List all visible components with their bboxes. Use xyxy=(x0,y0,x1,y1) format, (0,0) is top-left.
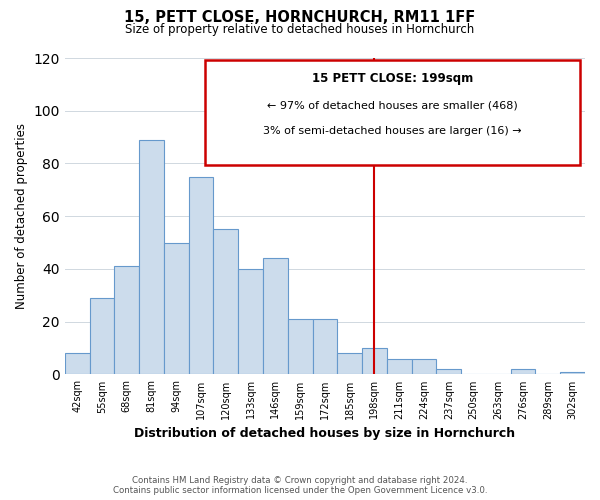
Y-axis label: Number of detached properties: Number of detached properties xyxy=(15,123,28,309)
Text: 3% of semi-detached houses are larger (16) →: 3% of semi-detached houses are larger (1… xyxy=(263,126,522,136)
Bar xyxy=(511,369,535,374)
Bar xyxy=(65,354,89,374)
Bar xyxy=(214,230,238,374)
Bar xyxy=(288,319,313,374)
X-axis label: Distribution of detached houses by size in Hornchurch: Distribution of detached houses by size … xyxy=(134,427,515,440)
Bar xyxy=(387,358,412,374)
Bar xyxy=(560,372,585,374)
Bar xyxy=(436,369,461,374)
Text: Size of property relative to detached houses in Hornchurch: Size of property relative to detached ho… xyxy=(125,22,475,36)
Bar xyxy=(164,242,188,374)
Bar xyxy=(115,266,139,374)
Bar xyxy=(238,269,263,374)
Bar xyxy=(89,298,115,374)
Bar xyxy=(263,258,288,374)
Bar xyxy=(412,358,436,374)
Bar xyxy=(188,176,214,374)
Bar xyxy=(139,140,164,374)
Bar xyxy=(337,354,362,374)
Text: ← 97% of detached houses are smaller (468): ← 97% of detached houses are smaller (46… xyxy=(267,100,518,110)
Bar xyxy=(362,348,387,374)
Text: 15 PETT CLOSE: 199sqm: 15 PETT CLOSE: 199sqm xyxy=(312,72,473,85)
Bar xyxy=(313,319,337,374)
Text: Contains HM Land Registry data © Crown copyright and database right 2024.
Contai: Contains HM Land Registry data © Crown c… xyxy=(113,476,487,495)
Text: 15, PETT CLOSE, HORNCHURCH, RM11 1FF: 15, PETT CLOSE, HORNCHURCH, RM11 1FF xyxy=(124,10,476,25)
